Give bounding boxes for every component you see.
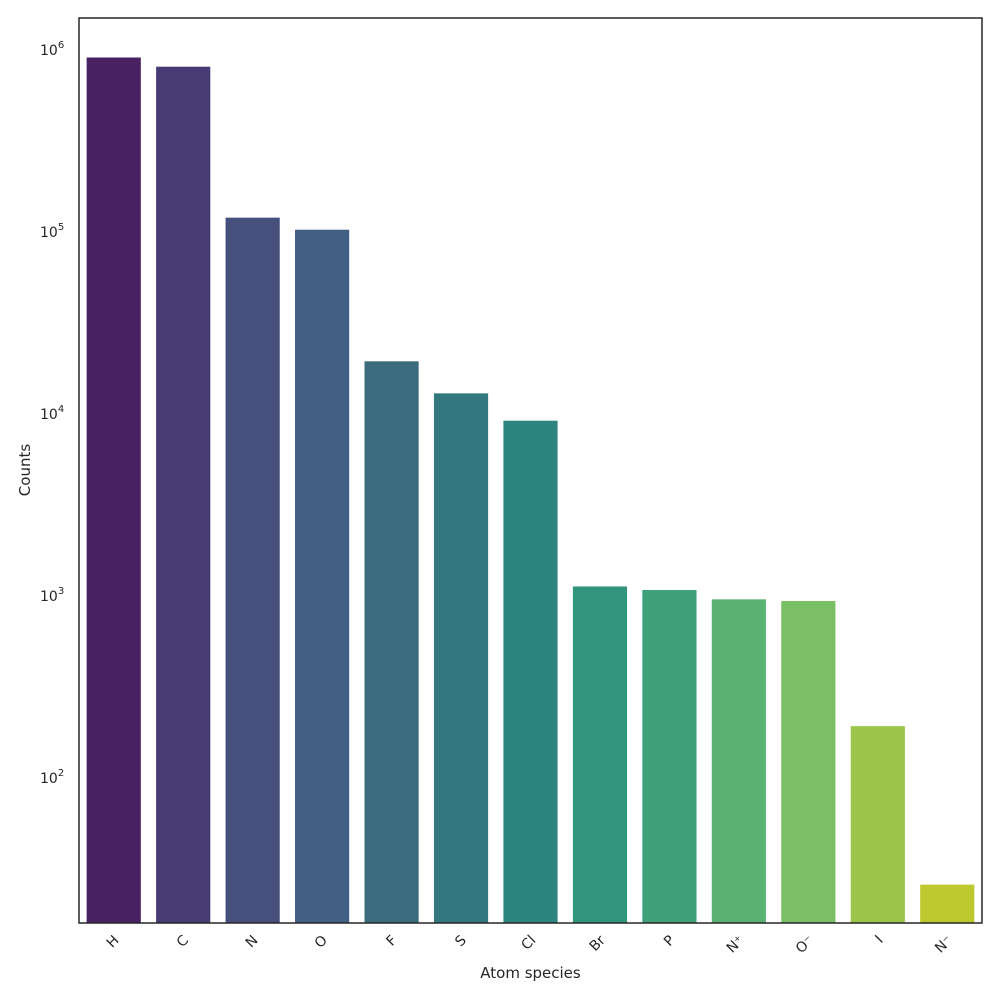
x-tick-label: I <box>872 933 886 947</box>
x-tick-label: F <box>383 933 400 950</box>
bar <box>364 361 419 923</box>
x-axis-ticks: H C N O F S Cl Br P N⁺ O⁻ I N⁻ <box>104 932 956 957</box>
x-axis-label: Atom species <box>480 964 581 982</box>
y-axis-ticks: 102 103 104 105 106 <box>40 40 64 787</box>
x-tick-label: N <box>243 933 262 952</box>
bar <box>156 66 211 924</box>
x-tick-label: O <box>312 933 331 952</box>
bar <box>781 601 836 923</box>
bar <box>920 884 975 923</box>
bar <box>295 229 350 924</box>
bar <box>503 420 558 923</box>
y-tick-label: 105 <box>40 222 64 241</box>
x-tick-label: H <box>104 933 123 952</box>
bar <box>850 726 905 923</box>
bar <box>225 217 280 923</box>
plot-frame <box>78 17 983 924</box>
y-tick-label: 103 <box>40 586 64 605</box>
x-tick-label: O⁻ <box>793 933 817 957</box>
x-tick-label: S <box>452 932 470 950</box>
x-tick-label: P <box>661 933 678 950</box>
y-tick-label: 102 <box>40 768 64 787</box>
y-axis-label: Counts <box>16 444 34 497</box>
y-tick-label: 106 <box>40 40 64 59</box>
x-tick-label: Cl <box>518 933 539 954</box>
bar <box>642 590 697 923</box>
bar <box>86 57 141 923</box>
bar <box>711 599 766 923</box>
x-tick-label: C <box>174 932 192 950</box>
x-tick-label: N⁺ <box>724 933 748 957</box>
bars-group <box>86 57 975 924</box>
x-tick-label: N⁻ <box>932 933 956 957</box>
bar <box>572 586 628 923</box>
y-tick-label: 104 <box>40 404 64 423</box>
x-tick-label: Br <box>587 932 609 954</box>
bar <box>433 393 489 923</box>
